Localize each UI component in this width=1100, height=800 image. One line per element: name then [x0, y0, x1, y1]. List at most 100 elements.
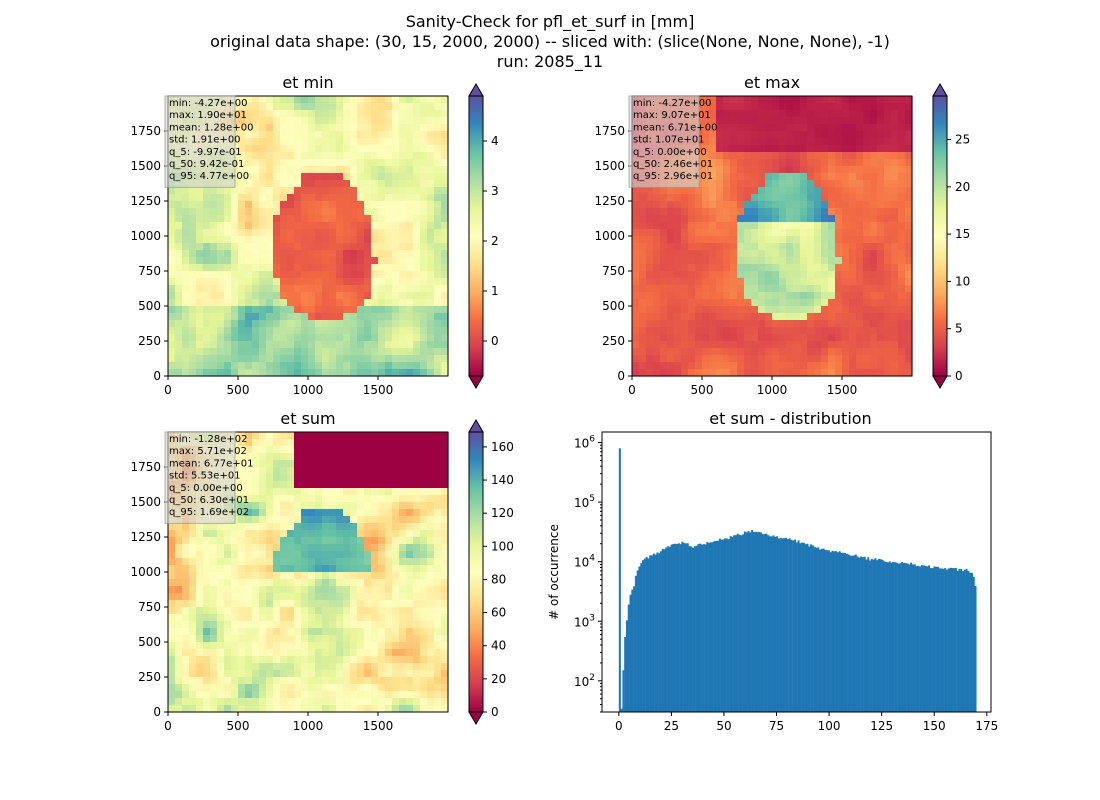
- heatmap-cell: [385, 614, 393, 622]
- heatmap-cell: [730, 180, 738, 188]
- heatmap-cell: [315, 264, 323, 272]
- heatmap-cell: [217, 215, 225, 223]
- heatmap-cell: [210, 320, 218, 328]
- heatmap-cell: [350, 369, 358, 377]
- heatmap-cell: [863, 201, 871, 209]
- heatmap-cell: [203, 348, 211, 356]
- heatmap-cell: [210, 607, 218, 615]
- heatmap-cell: [182, 215, 190, 223]
- heatmap-cell: [660, 208, 668, 216]
- heatmap-cell: [702, 194, 710, 202]
- heatmap-cell: [835, 292, 843, 300]
- heatmap-cell: [639, 320, 647, 328]
- heatmap-cell: [385, 243, 393, 251]
- heatmap-cell: [632, 257, 640, 265]
- heatmap-cell: [723, 229, 731, 237]
- heatmap-cell: [413, 152, 421, 160]
- heatmap-cell: [660, 292, 668, 300]
- heatmap-cell: [884, 222, 892, 230]
- heatmap-cell: [224, 327, 232, 335]
- heatmap-cell: [343, 103, 351, 111]
- heatmap-cell: [343, 544, 351, 552]
- heatmap-cell: [350, 320, 358, 328]
- heatmap-cell: [856, 187, 864, 195]
- heatmap-cell: [730, 362, 738, 370]
- heatmap-cell: [413, 96, 421, 104]
- heatmap-cell: [308, 446, 316, 454]
- heatmap-cell: [259, 138, 267, 146]
- heatmap-cell: [758, 117, 766, 125]
- heatmap-cell: [434, 243, 442, 251]
- heatmap-cell: [322, 460, 330, 468]
- heatmap-cell: [350, 362, 358, 370]
- heatmap-cell: [245, 180, 253, 188]
- heatmap-cell: [322, 334, 330, 342]
- heatmap-cell: [420, 124, 428, 132]
- heatmap-cell: [364, 271, 372, 279]
- heatmap-cell: [406, 600, 414, 608]
- heatmap-cell: [343, 677, 351, 685]
- heatmap-cell: [667, 292, 675, 300]
- heatmap-cell: [294, 369, 302, 377]
- heatmap-cell: [196, 362, 204, 370]
- heatmap-cell: [905, 166, 913, 174]
- heatmap-cell: [182, 670, 190, 678]
- heatmap-cell: [168, 677, 176, 685]
- heatmap-cell: [420, 677, 428, 685]
- heatmap-cell: [821, 285, 829, 293]
- heatmap-cell: [259, 607, 267, 615]
- heatmap-cell: [814, 341, 822, 349]
- heatmap-cell: [301, 117, 309, 125]
- heatmap-cell: [744, 166, 752, 174]
- heatmap-cell: [378, 173, 386, 181]
- heatmap-cell: [835, 124, 843, 132]
- heatmap-cell: [842, 124, 850, 132]
- heatmap-cell: [849, 187, 857, 195]
- heatmap-cell: [413, 670, 421, 678]
- heatmap-cell: [329, 474, 337, 482]
- heatmap-cell: [189, 642, 197, 650]
- heatmap-cell: [336, 299, 344, 307]
- heatmap-cell: [343, 481, 351, 489]
- heatmap-cell: [905, 306, 913, 314]
- heatmap-cell: [168, 635, 176, 643]
- heatmap-cell: [322, 579, 330, 587]
- heatmap-cell: [329, 579, 337, 587]
- heatmap-cell: [266, 635, 274, 643]
- heatmap-cell: [842, 117, 850, 125]
- heatmap-cell: [322, 271, 330, 279]
- heatmap-cell: [751, 278, 759, 286]
- heatmap-cell: [196, 369, 204, 377]
- heatmap-cell: [674, 362, 682, 370]
- heatmap-cell: [294, 460, 302, 468]
- heatmap-cell: [667, 355, 675, 363]
- heatmap-cell: [413, 138, 421, 146]
- heatmap-cell: [196, 642, 204, 650]
- heatmap-cell: [266, 152, 274, 160]
- heatmap-cell: [224, 201, 232, 209]
- x-tick-label: 1000: [293, 383, 324, 397]
- heatmap-cell: [280, 362, 288, 370]
- heatmap-cell: [441, 684, 449, 692]
- heatmap-cell: [877, 327, 885, 335]
- heatmap-cell: [856, 159, 864, 167]
- heatmap-cell: [744, 131, 752, 139]
- heatmap-cell: [231, 278, 239, 286]
- heatmap-cell: [273, 446, 281, 454]
- heatmap-cell: [716, 124, 724, 132]
- heatmap-cell: [287, 537, 295, 545]
- heatmap-cell: [392, 306, 400, 314]
- heatmap-cell: [182, 264, 190, 272]
- heatmap-cell: [800, 243, 808, 251]
- heatmap-cell: [182, 355, 190, 363]
- heatmap-cell: [891, 201, 899, 209]
- heatmap-cell: [793, 103, 801, 111]
- heatmap-cell: [821, 222, 829, 230]
- heatmap-cell: [315, 145, 323, 153]
- y-tick-label: 1000: [130, 229, 161, 243]
- y-tick-label: 1250: [130, 194, 161, 208]
- heatmap-cell: [828, 355, 836, 363]
- heatmap-cell: [737, 334, 745, 342]
- heatmap-cell: [793, 145, 801, 153]
- heatmap-cell: [378, 544, 386, 552]
